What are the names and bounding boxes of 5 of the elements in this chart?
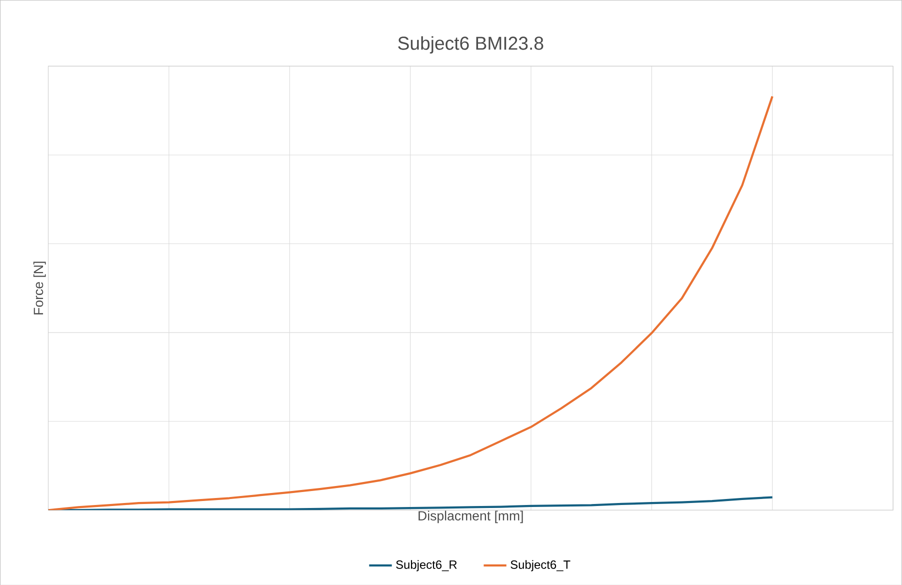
chart-title: Subject6 BMI23.8 — [398, 36, 544, 54]
legend-label: Subject6_R — [396, 560, 457, 572]
x-axis-title: Displacment [mm] — [418, 510, 523, 523]
legend-label: Subject6_T — [510, 560, 570, 572]
y-axis-title: Force [N] — [33, 262, 46, 314]
